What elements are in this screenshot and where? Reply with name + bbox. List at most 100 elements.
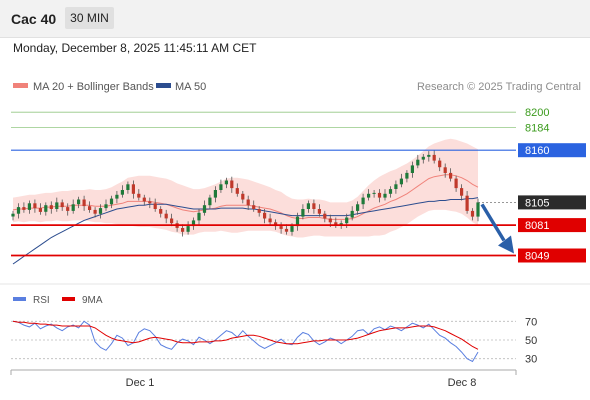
candle-body [208, 197, 212, 206]
candle-body [44, 205, 48, 212]
candle-body [246, 199, 250, 206]
rsi-plot: 70 50 30 [11, 316, 537, 366]
candle-body [213, 190, 217, 198]
candle-body [367, 193, 371, 198]
timeframe-button[interactable]: 30 MIN [65, 7, 114, 29]
candle-body [164, 213, 168, 219]
candle-body [82, 199, 86, 207]
last-level-tag [518, 195, 586, 210]
instrument-title: Cac 40 [11, 11, 57, 27]
candle-body [263, 212, 267, 219]
candle-body [290, 226, 294, 232]
candle-body [27, 203, 31, 210]
candle-body [170, 218, 174, 224]
chart-datetime: Monday, December 8, 2025 11:45:11 AM CET [13, 41, 257, 55]
candle-body [224, 180, 228, 185]
ma50-legend-label: MA 50 [175, 81, 206, 93]
candle-body [334, 222, 338, 226]
candle-body [98, 208, 103, 214]
rsi-legend-swatch [13, 297, 26, 301]
candle-body [312, 203, 316, 209]
rsi-ma-line [12, 320, 479, 350]
candle-body [148, 201, 152, 204]
candle-body [410, 165, 414, 173]
candle-body [49, 205, 53, 209]
candle-body [470, 210, 475, 217]
candle-body [131, 184, 135, 194]
candle-body [181, 228, 185, 232]
resistance-level-tag [518, 143, 586, 158]
candle-body [377, 192, 382, 198]
candle-body [77, 199, 81, 205]
candle-body [186, 226, 190, 232]
rsi-legend: RSI 9MA [13, 295, 103, 306]
candle-body [317, 209, 321, 214]
support-level-tag [518, 218, 586, 233]
chart-header: Cac 40 30 MIN [0, 0, 590, 38]
candle-body [55, 202, 59, 209]
rsi-tick-label: 70 [525, 316, 537, 328]
candle-body [93, 209, 97, 214]
candle-body [339, 223, 343, 226]
candle-body [388, 189, 393, 194]
candle-body [126, 184, 130, 190]
candle-body [11, 213, 15, 217]
ma20-legend-swatch [13, 83, 28, 88]
ma20-legend-label: MA 20 + Bollinger Bands [33, 81, 154, 93]
candle-body [279, 226, 283, 229]
candle-body [268, 218, 272, 223]
candle-body [356, 204, 360, 211]
candle-body [399, 178, 403, 185]
support-level-tag [518, 248, 586, 263]
candle-body [115, 194, 119, 199]
candle-body [235, 188, 239, 194]
rsi-tick-label: 30 [525, 354, 537, 366]
candle-body [405, 172, 409, 179]
candle-body [443, 167, 447, 173]
ma50-line [12, 197, 479, 265]
target-level-label: 8184 [525, 122, 549, 134]
candle-body [66, 207, 70, 211]
candle-body [438, 160, 442, 168]
candle-body [120, 190, 124, 195]
level-lines: 8200 8184 8160 8105 8081 8049 [11, 107, 586, 263]
ma20-line [12, 174, 479, 220]
candle-body [465, 195, 469, 211]
target-level-label: 8200 [525, 107, 549, 119]
candle-body [22, 207, 26, 210]
candle-body [191, 220, 196, 227]
candle-body [153, 203, 157, 209]
x-tick-label-dec8: Dec 8 [448, 377, 477, 389]
forecast-arrow-head [498, 235, 514, 254]
candle-body [219, 184, 223, 190]
candle-body [159, 209, 163, 214]
candle-body [197, 212, 201, 221]
rsi-ma-legend-swatch [62, 297, 75, 301]
candle-body [109, 198, 114, 205]
candle-body [361, 197, 365, 205]
ma50-legend-swatch [156, 83, 171, 88]
candle-body [301, 209, 305, 217]
main-legend: MA 20 + Bollinger Bands MA 50 [13, 81, 206, 93]
candle-body [416, 159, 420, 166]
rsi-line [12, 320, 479, 363]
candle-body [257, 209, 261, 213]
copyright-annotation: Research © 2025 Trading Central [417, 81, 581, 93]
candle-body [350, 210, 354, 218]
candle-body [202, 205, 207, 213]
candle-body [328, 218, 332, 223]
forecast-arrow-shaft [480, 203, 506, 242]
candle-body [142, 197, 146, 202]
candle-body [60, 202, 64, 208]
support-level-label: 8081 [525, 220, 549, 232]
candle-body [476, 202, 480, 217]
candle-body [372, 192, 376, 194]
candle-body [38, 208, 42, 212]
candle-body [383, 193, 387, 198]
candle-body [421, 156, 425, 160]
candle-body [33, 203, 37, 208]
x-axis: Dec 1 Dec 8 [10, 369, 517, 389]
candle-body [88, 206, 92, 210]
candle-body [230, 180, 234, 189]
